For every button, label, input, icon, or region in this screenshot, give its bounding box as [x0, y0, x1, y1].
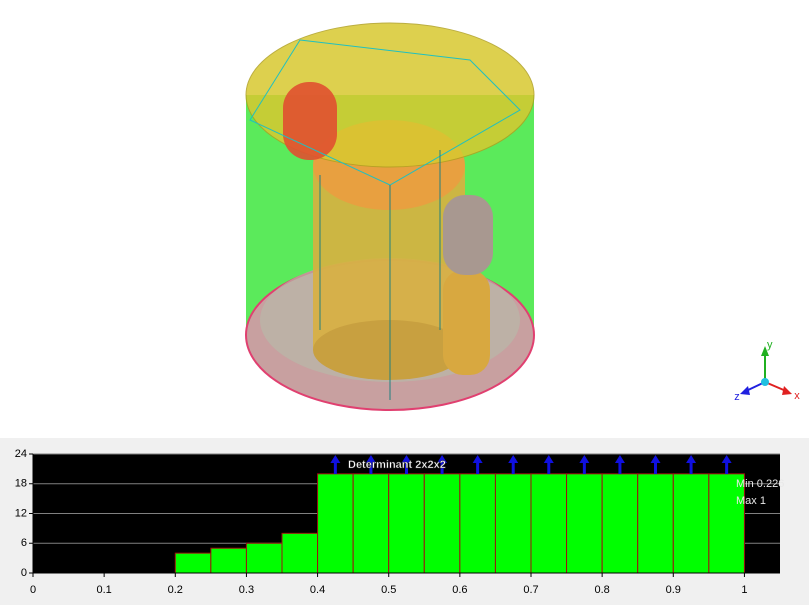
overflow-arrow-head [721, 455, 732, 463]
x-tick-label: 0.5 [381, 584, 396, 596]
x-tick-label: 0.4 [310, 584, 325, 596]
mesh-lines [319, 150, 441, 400]
triad-label: y [767, 339, 773, 351]
x-tick-label: 0.7 [523, 584, 538, 596]
overflow-arrow-head [686, 455, 697, 463]
bar [601, 473, 639, 574]
mesh-edges [249, 39, 521, 186]
overflow-arrow-head [508, 455, 519, 463]
gray-capsule [443, 195, 493, 275]
x-tick-label: 0.2 [168, 584, 183, 596]
overflow-arrow-head [472, 455, 483, 463]
triad-y-head [761, 346, 769, 356]
overflow-arrow-head [614, 455, 625, 463]
x-tick-label: 0.3 [239, 584, 254, 596]
overflow-arrow-head [401, 455, 412, 463]
bar [281, 532, 319, 574]
x-tick-label: 0.6 [452, 584, 467, 596]
bar [530, 473, 568, 574]
x-tick-label: 0.9 [666, 584, 681, 596]
bar [174, 552, 212, 574]
bar [708, 473, 745, 574]
triad-origin [761, 378, 769, 386]
overflow-arrow-head [437, 455, 448, 463]
bar [423, 473, 461, 574]
triad-z-head [740, 386, 750, 395]
bar [352, 473, 390, 574]
y-tick-label: 6 [21, 537, 27, 549]
bar [245, 542, 283, 574]
triad-label: x [794, 390, 800, 402]
red-capsule [283, 82, 337, 160]
annotation: Max 1 [736, 495, 766, 507]
chart-title: Determinant 2x2x2 [348, 459, 446, 471]
bar [566, 473, 603, 574]
histogram: 0 6 12 18 24 0 0.1 0.2 0.3 0.4 0.5 0.6 0.7 0.8 0.9 1 Det… [15, 448, 785, 596]
x-tick-label: 1 [741, 584, 747, 596]
bar [317, 473, 354, 574]
annotation: Min 0.226 [736, 478, 784, 490]
bar [210, 547, 247, 574]
small-cylinder [443, 270, 490, 375]
overflow-arrow-head [579, 455, 590, 463]
x-tick-label: 0 [30, 584, 36, 596]
triad-label: z [734, 391, 740, 403]
model-view[interactable]: y x z [0, 0, 809, 438]
axis-triad: y x z [734, 339, 800, 403]
x-tick-label: 0.1 [96, 584, 111, 596]
bar [459, 473, 496, 574]
y-tick-label: 12 [15, 507, 27, 519]
overflow-arrow-head [365, 455, 376, 463]
bar [637, 473, 674, 574]
bar [494, 473, 532, 574]
overflow-arrow-head [543, 455, 554, 463]
y-tick-label: 18 [15, 478, 27, 490]
overflow-arrow-head [650, 455, 661, 463]
y-tick-label: 24 [15, 448, 27, 460]
bar [672, 473, 710, 574]
y-tick-label: 0 [21, 567, 27, 579]
bar [388, 473, 425, 574]
x-tick-label: 0.8 [594, 584, 609, 596]
inner-cylinder-bottom [313, 320, 465, 380]
triad-x-head [782, 386, 792, 395]
overflow-arrow-head [330, 455, 341, 463]
